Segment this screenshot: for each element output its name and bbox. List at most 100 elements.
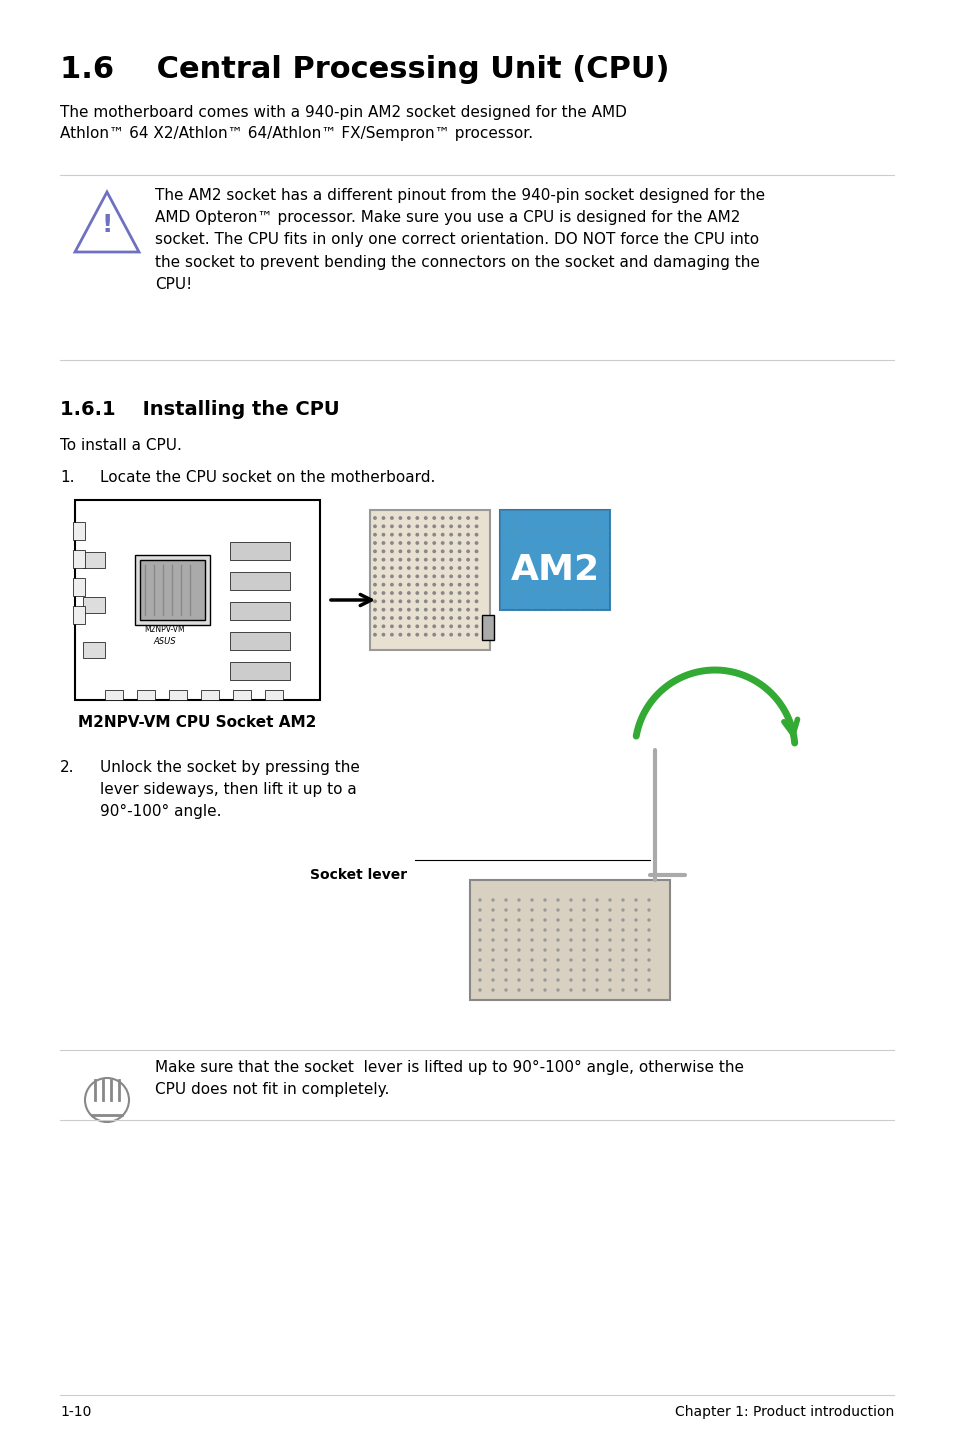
Circle shape [608,929,610,930]
Circle shape [596,979,598,981]
Circle shape [433,608,435,611]
Bar [233,690,251,700]
Circle shape [458,542,460,544]
Circle shape [475,584,477,585]
Circle shape [382,617,384,620]
Circle shape [621,909,623,912]
Circle shape [450,558,452,561]
Circle shape [531,899,533,902]
Circle shape [478,969,480,971]
Circle shape [398,626,401,627]
Circle shape [608,959,610,961]
Circle shape [557,989,558,991]
Bar [169,690,187,700]
Circle shape [398,542,401,544]
Circle shape [596,949,598,951]
Circle shape [635,909,637,912]
Circle shape [635,949,637,951]
Circle shape [647,969,649,971]
Circle shape [416,542,418,544]
Circle shape [374,558,375,561]
Circle shape [517,899,519,902]
Circle shape [608,939,610,940]
Circle shape [424,608,427,611]
Text: ASUS: ASUS [153,637,176,647]
Circle shape [458,626,460,627]
Bar [265,690,283,700]
Circle shape [424,567,427,569]
Circle shape [374,575,375,578]
Circle shape [407,558,410,561]
Circle shape [382,600,384,603]
Bar [73,549,85,568]
Circle shape [374,584,375,585]
Circle shape [458,617,460,620]
Circle shape [466,584,469,585]
Circle shape [458,516,460,519]
Circle shape [621,929,623,930]
Circle shape [504,949,506,951]
Circle shape [450,608,452,611]
Circle shape [635,969,637,971]
Circle shape [517,929,519,930]
Circle shape [374,551,375,552]
Circle shape [543,919,545,920]
Circle shape [407,592,410,594]
Circle shape [504,979,506,981]
Bar [481,615,494,640]
Circle shape [635,929,637,930]
Circle shape [382,516,384,519]
Circle shape [569,909,572,912]
Circle shape [382,634,384,636]
Circle shape [407,567,410,569]
Circle shape [647,899,649,902]
Circle shape [382,558,384,561]
Circle shape [374,533,375,536]
Circle shape [382,542,384,544]
Circle shape [492,939,494,940]
Text: The motherboard comes with a 940-pin AM2 socket designed for the AMD
Athlon™ 64 : The motherboard comes with a 940-pin AM2… [60,105,626,141]
Circle shape [531,949,533,951]
Circle shape [450,551,452,552]
Circle shape [441,584,443,585]
Bar [73,578,85,595]
Circle shape [433,634,435,636]
Circle shape [374,634,375,636]
Bar [105,690,123,700]
Circle shape [557,909,558,912]
Circle shape [621,979,623,981]
Text: 1-10: 1-10 [60,1405,91,1419]
Bar [137,690,154,700]
Circle shape [450,542,452,544]
Circle shape [424,516,427,519]
Bar [499,510,609,610]
Circle shape [466,617,469,620]
Circle shape [433,551,435,552]
Circle shape [391,584,393,585]
Circle shape [450,575,452,578]
Circle shape [647,929,649,930]
Circle shape [466,542,469,544]
Circle shape [635,899,637,902]
Circle shape [531,959,533,961]
Circle shape [441,592,443,594]
Circle shape [582,969,584,971]
Circle shape [531,989,533,991]
Circle shape [466,551,469,552]
Circle shape [557,929,558,930]
Circle shape [450,516,452,519]
Circle shape [475,575,477,578]
Circle shape [382,626,384,627]
Circle shape [450,634,452,636]
Text: 2.: 2. [60,761,74,775]
Circle shape [531,909,533,912]
Circle shape [458,575,460,578]
Circle shape [374,525,375,528]
Circle shape [635,939,637,940]
Circle shape [569,959,572,961]
Circle shape [596,939,598,940]
Circle shape [504,919,506,920]
Circle shape [416,567,418,569]
Circle shape [416,592,418,594]
Circle shape [543,899,545,902]
